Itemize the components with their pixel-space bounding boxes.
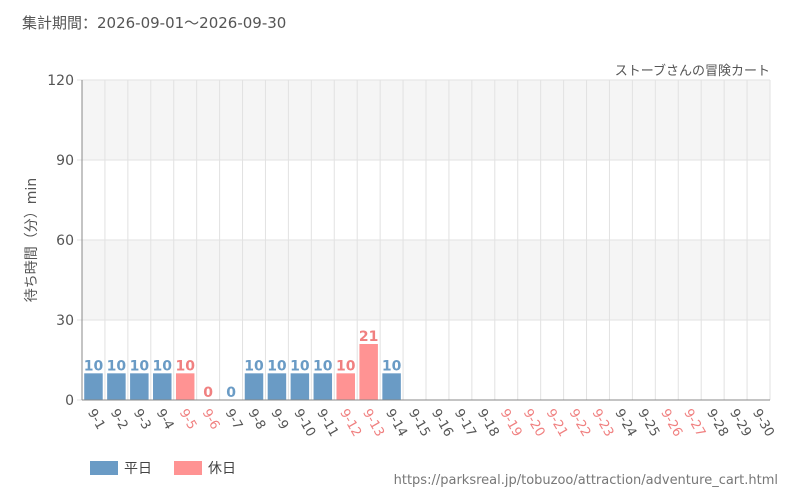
legend: 平日 休日 <box>90 458 258 478</box>
x-tick-label-9-23: 9-23 <box>589 407 617 440</box>
value-label-9-4: 10 <box>153 358 173 374</box>
x-tick-label-9-16: 9-16 <box>428 407 456 440</box>
weekday-label: 平日 <box>124 461 152 477</box>
y-tick-label: 120 <box>47 73 74 89</box>
y-tick-label: 60 <box>56 233 74 249</box>
source-url: https://parksreal.jp/tobuzoo/attraction/… <box>393 473 778 488</box>
bar-9-12 <box>336 373 355 400</box>
x-tick-label-9-1: 9-1 <box>84 407 108 433</box>
x-tick-label-9-3: 9-3 <box>130 407 154 433</box>
x-tick-label-9-18: 9-18 <box>474 407 502 440</box>
bars <box>84 344 401 400</box>
value-label-9-8: 10 <box>244 358 264 374</box>
x-tick-label-9-2: 9-2 <box>107 407 131 433</box>
holiday-label: 休日 <box>208 461 236 477</box>
x-tick-label-9-8: 9-8 <box>245 407 269 433</box>
weekday-swatch <box>90 461 118 475</box>
bar-9-9 <box>267 373 287 400</box>
legend-holiday: 休日 <box>174 458 236 478</box>
x-tick-label-9-25: 9-25 <box>634 407 662 440</box>
bar-9-13 <box>359 344 378 400</box>
value-label-9-5: 10 <box>175 358 195 374</box>
x-tick-label-9-17: 9-17 <box>451 407 479 440</box>
x-tick-label-9-12: 9-12 <box>336 407 364 440</box>
x-tick-label-9-22: 9-22 <box>566 407 594 440</box>
value-label-9-14: 10 <box>382 358 402 374</box>
bar-9-1 <box>84 373 103 400</box>
x-tick-label-9-10: 9-10 <box>290 407 318 440</box>
x-tick-labels: 9-1 9-2 9-3 9-4 9-5 9-6 9-7 9-8 9-9 9-109-119-129… <box>84 407 777 440</box>
bar-9-11 <box>313 373 333 400</box>
value-label-9-2: 10 <box>107 358 127 374</box>
x-tick-label-9-11: 9-11 <box>313 407 341 440</box>
value-label-9-12: 10 <box>336 358 356 374</box>
value-label-9-9: 10 <box>267 358 287 374</box>
y-tick-labels: 0 30 60 90 120 <box>47 73 74 409</box>
attraction-name: ストーブさんの冒険カート <box>614 64 770 79</box>
value-label-9-6: 0 <box>203 385 213 401</box>
x-tick-label-9-24: 9-24 <box>611 407 639 440</box>
bar-9-14 <box>382 373 401 400</box>
x-tick-label-9-19: 9-19 <box>497 407 525 440</box>
x-tick-label-9-7: 9-7 <box>222 407 246 433</box>
value-label-9-3: 10 <box>130 358 150 374</box>
x-tick-label-9-15: 9-15 <box>405 407 433 440</box>
x-tick-label-9-27: 9-27 <box>680 407 708 440</box>
value-label-9-11: 10 <box>313 358 333 374</box>
y-tick-label: 90 <box>56 153 74 169</box>
x-tick-label-9-20: 9-20 <box>520 407 548 440</box>
value-label-9-13: 21 <box>359 329 378 345</box>
value-label-9-1: 10 <box>84 358 104 374</box>
y-tick-label: 0 <box>65 393 74 409</box>
x-tick-label-9-9: 9-9 <box>267 407 291 433</box>
period-label: 集計期間：2026-09-01～2026-09-30 <box>22 14 287 32</box>
x-tick-label-9-26: 9-26 <box>657 407 685 440</box>
x-tick-label-9-6: 9-6 <box>199 407 223 433</box>
bar-9-8 <box>244 373 264 400</box>
y-tick-label: 30 <box>56 313 74 329</box>
x-tick-label-9-30: 9-30 <box>749 407 777 440</box>
x-tick-label-9-14: 9-14 <box>382 407 410 440</box>
value-label-9-10: 10 <box>290 358 310 374</box>
value-label-9-7: 0 <box>226 385 236 401</box>
bar-9-3 <box>130 373 149 400</box>
bar-9-10 <box>290 373 310 400</box>
bar-9-5 <box>175 373 195 400</box>
x-tick-label-9-4: 9-4 <box>153 407 177 433</box>
legend-weekday: 平日 <box>90 458 152 478</box>
x-tick-label-9-21: 9-21 <box>543 407 571 440</box>
x-tick-label-9-13: 9-13 <box>359 407 387 440</box>
bar-9-4 <box>153 373 172 400</box>
x-tick-label-9-28: 9-28 <box>703 407 731 440</box>
x-tick-label-9-5: 9-5 <box>176 407 200 433</box>
bar-9-2 <box>107 373 126 400</box>
x-tick-label-9-29: 9-29 <box>726 407 754 440</box>
holiday-swatch <box>174 461 202 475</box>
y-axis-title: 待ち時間（分）min <box>24 178 40 302</box>
